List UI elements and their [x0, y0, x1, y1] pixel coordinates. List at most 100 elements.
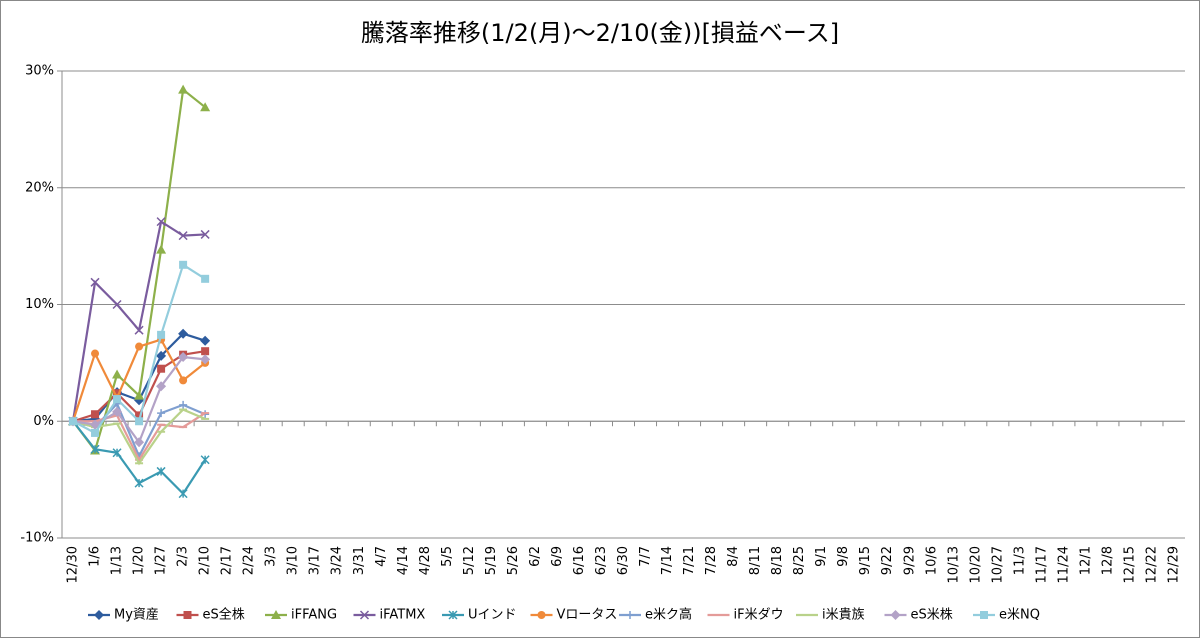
y-tick-label: -10% — [20, 531, 54, 546]
point — [156, 350, 167, 361]
x-tick-label: 5/26 — [506, 546, 521, 575]
point — [156, 217, 166, 227]
x-tick-label: 9/8 — [836, 546, 851, 567]
x-tick-label: 6/2 — [528, 546, 543, 567]
point — [178, 489, 188, 499]
x-tick-label: 10/27 — [990, 546, 1005, 583]
point — [156, 466, 166, 476]
point — [157, 364, 166, 373]
point — [179, 400, 188, 409]
x-tick-label: 8/11 — [748, 546, 763, 575]
legend-label: i米貴族 — [822, 607, 865, 623]
point — [113, 389, 122, 398]
x-tick-label: 4/28 — [418, 546, 433, 575]
x-tick-label: 5/5 — [440, 546, 455, 567]
y-tick-label: 0% — [33, 414, 54, 429]
point — [112, 369, 123, 379]
legend-label: My資産 — [114, 607, 159, 623]
point — [69, 417, 78, 426]
point — [91, 349, 100, 358]
x-tick-label: 9/22 — [880, 546, 895, 575]
x-tick-label: 5/12 — [462, 546, 477, 575]
x-tick-label: 7/28 — [704, 546, 719, 575]
x-tick-label: 3/10 — [286, 546, 301, 575]
x-tick-label: 6/30 — [616, 546, 631, 575]
x-tick-label: 11/3 — [1012, 546, 1027, 575]
legend-label: eS米株 — [911, 608, 953, 623]
legend-marker — [359, 610, 370, 620]
legend-label: Uインド — [468, 608, 517, 623]
point — [134, 390, 145, 400]
legend-marker — [980, 611, 988, 619]
point — [156, 244, 167, 254]
point — [200, 102, 211, 112]
legend-marker — [94, 610, 104, 620]
x-tick-label: 2/17 — [220, 546, 235, 575]
legend-label: iF米ダウ — [734, 608, 784, 623]
point — [135, 342, 144, 351]
x-tick-label: 8/18 — [770, 546, 785, 575]
point — [134, 478, 144, 488]
x-tick-label: 10/6 — [924, 546, 939, 575]
point — [112, 299, 122, 310]
x-tick-label: 11/17 — [1034, 546, 1049, 583]
legend-label: iFFANG — [291, 608, 337, 623]
x-tick-label: 10/20 — [968, 546, 983, 583]
x-tick-label: 11/24 — [1056, 546, 1071, 583]
point — [91, 410, 100, 419]
point — [200, 335, 211, 346]
legend-label: iFATMX — [380, 608, 426, 623]
x-tick-label: 7/21 — [682, 546, 697, 575]
point — [179, 260, 188, 269]
point — [90, 277, 100, 287]
x-tick-label: 3/17 — [308, 546, 323, 575]
x-tick-label: 8/4 — [726, 546, 741, 567]
point — [134, 437, 145, 448]
x-tick-label: 1/20 — [132, 546, 147, 575]
x-tick-label: 9/15 — [858, 546, 873, 575]
legend-marker — [537, 611, 546, 619]
point — [91, 428, 100, 437]
x-tick-label: 2/3 — [176, 546, 191, 567]
legend-label: e米ク高 — [645, 607, 692, 623]
x-tick-label: 6/9 — [550, 546, 565, 567]
point — [200, 354, 211, 365]
x-tick-label: 4/14 — [396, 546, 411, 575]
x-tick-label: 2/24 — [242, 546, 257, 575]
y-tick-label: 20% — [25, 180, 54, 195]
x-tick-label: 12/1 — [1078, 546, 1093, 575]
x-tick-label: 8/25 — [792, 546, 807, 575]
legend-marker — [183, 611, 192, 619]
x-tick-label: 6/23 — [594, 546, 609, 575]
legend-marker — [890, 610, 901, 620]
point — [135, 417, 144, 426]
x-tick-label: 12/8 — [1100, 546, 1115, 575]
legend-marker — [626, 611, 634, 619]
legend-label: e米NQ — [999, 608, 1040, 623]
x-tick-label: 12/30 — [66, 546, 81, 583]
point — [90, 444, 100, 454]
point — [201, 347, 210, 356]
x-tick-label: 7/7 — [638, 546, 653, 567]
point — [178, 231, 188, 241]
point — [201, 274, 210, 283]
x-tick-label: 3/31 — [352, 546, 367, 575]
legend-label: Vロータス — [557, 608, 618, 623]
x-tick-label: 1/6 — [88, 546, 103, 567]
x-tick-label: 9/1 — [814, 546, 829, 567]
x-tick-label: 10/13 — [946, 546, 961, 583]
x-tick-label: 2/10 — [198, 546, 213, 575]
x-tick-label: 1/13 — [110, 546, 125, 575]
y-tick-label: 10% — [25, 297, 54, 312]
x-tick-label: 7/14 — [660, 546, 675, 575]
x-tick-label: 5/19 — [484, 546, 499, 575]
legend-marker — [271, 610, 281, 619]
legend-marker — [448, 610, 458, 620]
point — [112, 406, 123, 417]
x-tick-label: 12/15 — [1122, 546, 1137, 583]
legend-label: eS全株 — [203, 607, 245, 623]
point — [156, 381, 167, 392]
